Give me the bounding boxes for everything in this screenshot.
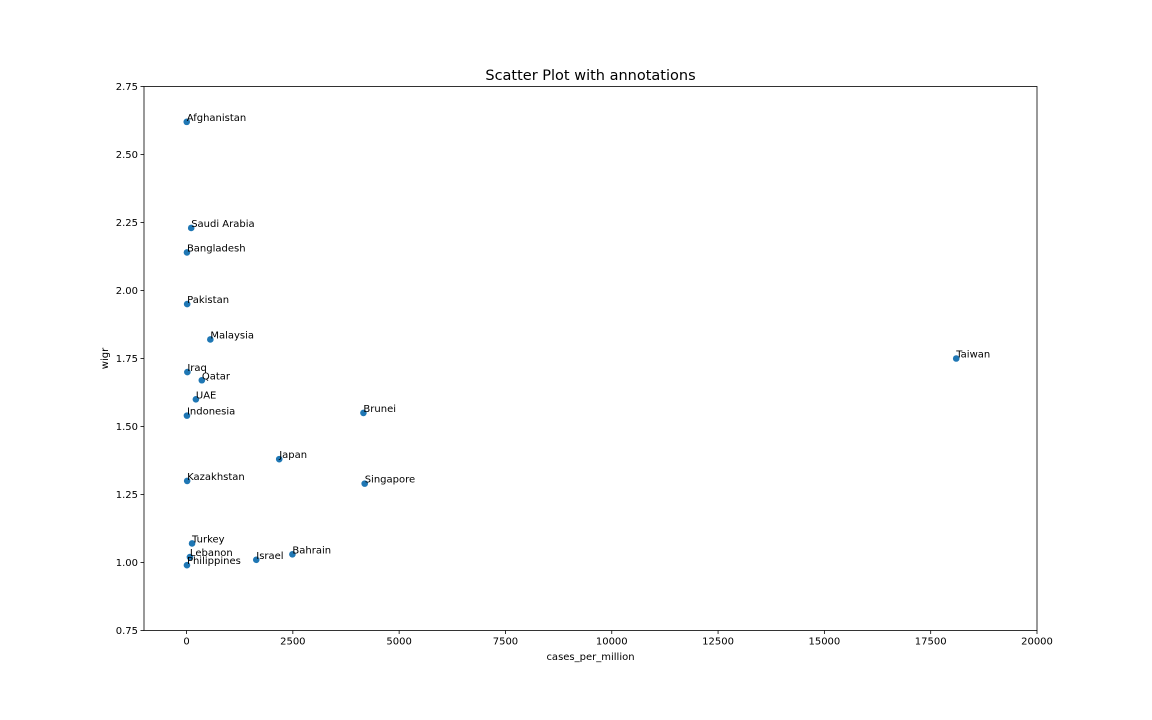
data-point [183,300,191,308]
data-point [207,336,214,343]
point-label: Lebanon [190,548,233,559]
y-tick-label: 2.00 [116,286,138,297]
point-label: Pakistan [187,295,229,306]
data-point [183,412,191,419]
plot-area [144,86,1037,631]
point-label: Indonesia [187,407,235,418]
data-point [183,249,191,256]
point-label: Afghanistan [187,113,247,124]
data-point [289,551,296,558]
point-label: UAE [196,390,216,401]
chart-title: Scatter Plot with annotations [485,68,695,84]
y-tick-label: 1.75 [116,354,138,365]
x-axis-label: cases_per_million [546,652,634,663]
point-label: Japan [278,450,307,461]
data-point [361,480,368,487]
x-tick-label: 2500 [280,637,305,648]
point-label: Turkey [191,534,225,545]
data-point [360,409,367,417]
data-point [187,224,195,232]
x-tick-label: 17500 [915,637,947,648]
y-tick-label: 2.50 [116,150,138,161]
x-axis-ticks: 0 2500 5000 7500 10000 12500 15000 17500 20000 [183,630,1053,648]
point-label: Kazakhstan [187,472,245,483]
x-tick-label: 10000 [596,637,628,648]
point-label: Qatar [202,371,231,382]
x-tick-label: 12500 [702,637,734,648]
data-point [183,118,191,126]
point-label: Taiwan [955,350,990,361]
data-point [198,376,206,384]
point-label: Brunei [363,404,396,415]
y-tick-label: 1.25 [116,490,138,501]
plot-frame [143,86,1038,631]
data-point [275,455,283,463]
x-tick-label: 0 [183,637,189,648]
data-point [183,561,191,569]
data-point [186,553,194,561]
y-tick-label: 1.00 [116,558,138,569]
point-label: Iraq [187,363,207,374]
x-tick-label: 20000 [1021,637,1053,648]
x-tick-label: 5000 [386,637,411,648]
data-point [952,355,960,362]
data-point [184,368,191,376]
point-label: Singapore [365,475,415,486]
data-point [252,556,260,564]
y-axis-ticks: 0.75 1.00 1.25 1.50 1.75 2.00 2.25 2.50 2.75 [116,82,144,637]
point-label: Israel [256,551,283,562]
data-point [188,540,196,547]
x-tick-label: 15000 [808,637,840,648]
y-tick-label: 2.75 [116,82,138,93]
x-tick-label: 7500 [493,637,518,648]
point-label: Philippines [187,556,241,567]
data-point [183,477,191,485]
data-points [183,118,960,569]
point-label: Malaysia [210,330,254,341]
y-tick-label: 0.75 [116,626,138,637]
y-axis-label: wigr [100,347,111,369]
point-label: Bahrain [292,545,331,556]
data-point [192,396,200,403]
point-label: Saudi Arabia [191,219,254,230]
point-label: Bangladesh [187,243,246,254]
y-tick-label: 1.50 [116,422,138,433]
y-tick-label: 2.25 [116,218,138,229]
point-labels: Afghanistan Saudi Arabia Bangladesh Pakista… [187,113,990,567]
